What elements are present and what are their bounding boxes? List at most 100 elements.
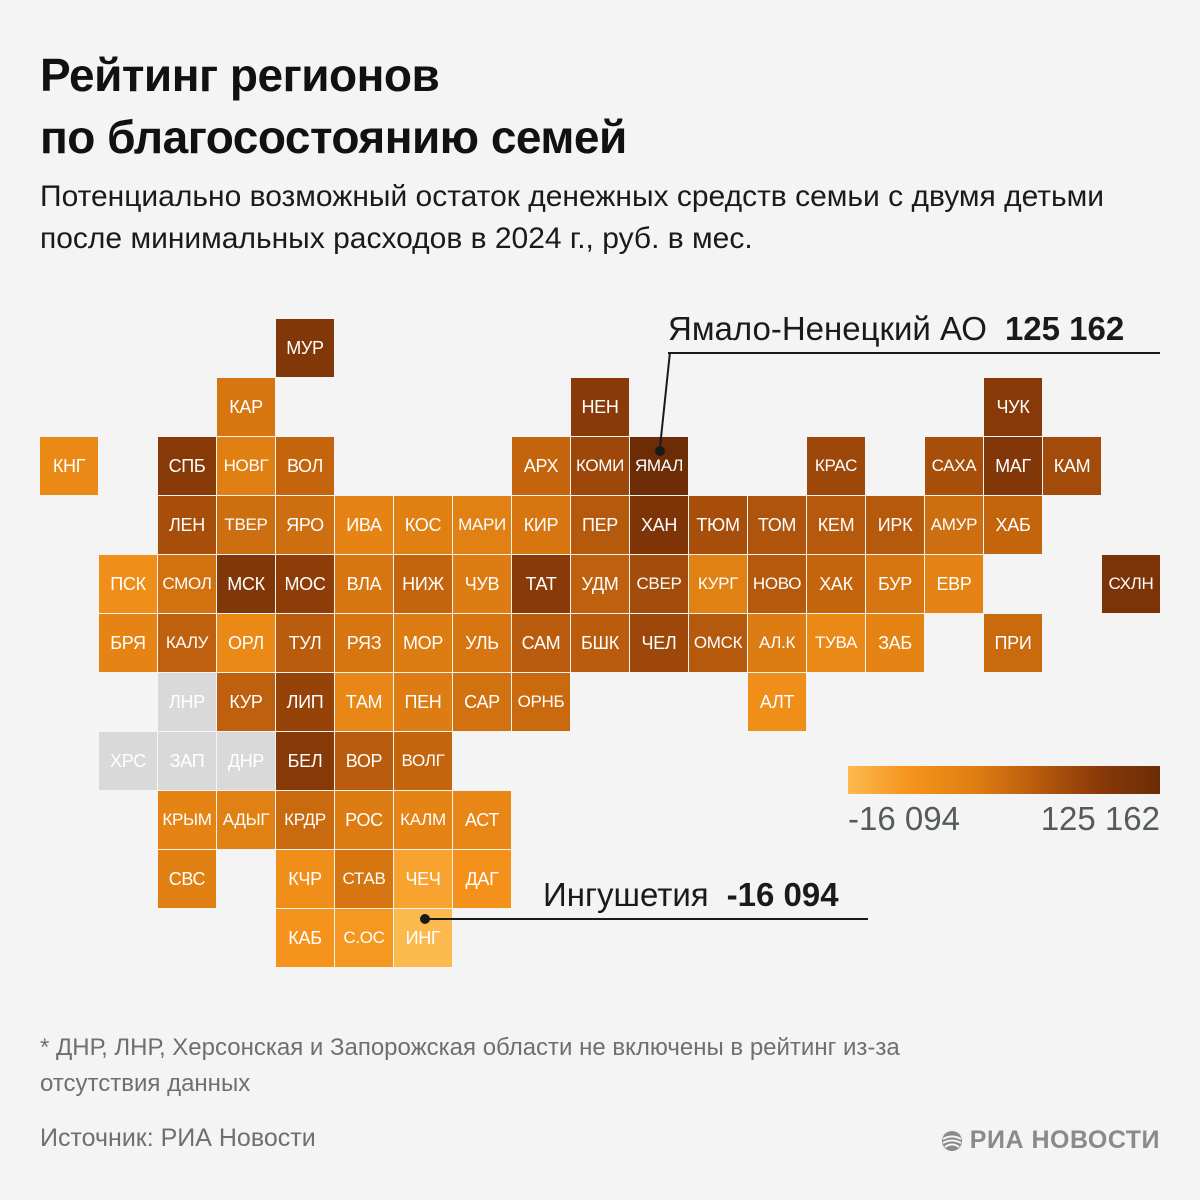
region-tile-арх: АРХ	[512, 437, 570, 495]
legend-min-label: -16 094	[848, 800, 960, 837]
min-callout-dot	[420, 914, 430, 924]
region-tile-кос: КОС	[394, 496, 452, 554]
max-callout-underline	[668, 352, 1160, 354]
max-callout: Ямало-Ненецкий АО 125 162	[668, 310, 1124, 348]
region-tile-сам: САМ	[512, 614, 570, 672]
region-tile-крдр: КРДР	[276, 791, 334, 849]
region-tile-нен: НЕН	[571, 378, 629, 436]
region-tile-пен: ПЕН	[394, 673, 452, 731]
region-tile-тат: ТАТ	[512, 555, 570, 613]
region-tile-при: ПРИ	[984, 614, 1042, 672]
region-tile-кнг: КНГ	[40, 437, 98, 495]
region-tile-алт: АЛТ	[748, 673, 806, 731]
subtitle: Потенциально возможный остаток денежных …	[40, 180, 1105, 255]
min-callout: Ингушетия -16 094	[543, 876, 839, 914]
region-tile-яро: ЯРО	[276, 496, 334, 554]
region-tile-кам: КАМ	[1043, 437, 1101, 495]
region-tile-с.ос: С.ОС	[335, 909, 393, 967]
region-tile-лип: ЛИП	[276, 673, 334, 731]
title-line-1: Рейтинг регионов	[40, 49, 440, 101]
region-tile-пер: ПЕР	[571, 496, 629, 554]
region-tile-тува: ТУВА	[807, 614, 865, 672]
region-tile-даг: ДАГ	[453, 850, 511, 908]
region-tile-ниж: НИЖ	[394, 555, 452, 613]
region-tile-каб: КАБ	[276, 909, 334, 967]
region-tile-чел: ЧЕЛ	[630, 614, 688, 672]
region-tile-амур: АМУР	[925, 496, 983, 554]
max-callout-dot	[655, 446, 665, 456]
region-tile-мур: МУР	[276, 319, 334, 377]
region-tile-орнб: ОРНБ	[512, 673, 570, 731]
min-callout-underline	[428, 918, 868, 920]
region-tile-кир: КИР	[512, 496, 570, 554]
region-tile-мор: МОР	[394, 614, 452, 672]
source-text: Источник: РИА Новости	[40, 1124, 316, 1152]
region-tile-саха: САХА	[925, 437, 983, 495]
region-tile-хак: ХАК	[807, 555, 865, 613]
legend-max-label: 125 162	[1040, 800, 1160, 837]
region-tile-рос: РОС	[335, 791, 393, 849]
region-tile-ирк: ИРК	[866, 496, 924, 554]
region-tile-смол: СМОЛ	[158, 555, 216, 613]
region-tile-новг: НОВГ	[217, 437, 275, 495]
region-tile-том: ТОМ	[748, 496, 806, 554]
region-tile-лнр: ЛНР	[158, 673, 216, 731]
region-tile-крас: КРАС	[807, 437, 865, 495]
region-tile-адыг: АДЫГ	[217, 791, 275, 849]
footnote: * ДНР, ЛНР, Херсонская и Запорожская обл…	[40, 1034, 900, 1097]
brand-name: РИА НОВОСТИ	[969, 1126, 1160, 1154]
region-tile-свс: СВС	[158, 850, 216, 908]
region-tile-бшк: БШК	[571, 614, 629, 672]
region-tile-омск: ОМСК	[689, 614, 747, 672]
region-tile-маг: МАГ	[984, 437, 1042, 495]
color-scale-bar	[848, 766, 1160, 794]
region-tile-кар: КАР	[217, 378, 275, 436]
region-tile-уль: УЛЬ	[453, 614, 511, 672]
region-tile-калм: КАЛМ	[394, 791, 452, 849]
region-tile-мари: МАРИ	[453, 496, 511, 554]
region-tile-орл: ОРЛ	[217, 614, 275, 672]
min-callout-value: -16 094	[726, 876, 839, 913]
region-tile-днр: ДНР	[217, 732, 275, 790]
max-callout-value: 125 162	[1004, 310, 1125, 347]
region-tile-ива: ИВА	[335, 496, 393, 554]
region-tile-вол: ВОЛ	[276, 437, 334, 495]
region-tile-коми: КОМИ	[571, 437, 629, 495]
page-title: Рейтинг регионов по благосостоянию семей	[40, 44, 627, 168]
region-tile-евр: ЕВР	[925, 555, 983, 613]
region-tile-спб: СПБ	[158, 437, 216, 495]
region-tile-там: ТАМ	[335, 673, 393, 731]
region-tile-хан: ХАН	[630, 496, 688, 554]
region-tile-мск: МСК	[217, 555, 275, 613]
region-tile-волг: ВОЛГ	[394, 732, 452, 790]
region-tile-чук: ЧУК	[984, 378, 1042, 436]
min-callout-name: Ингушетия	[543, 876, 709, 913]
region-tile-зап: ЗАП	[158, 732, 216, 790]
region-tile-свер: СВЕР	[630, 555, 688, 613]
region-tile-бел: БЕЛ	[276, 732, 334, 790]
region-tile-ряз: РЯЗ	[335, 614, 393, 672]
region-tile-ново: НОВО	[748, 555, 806, 613]
region-tile-лен: ЛЕН	[158, 496, 216, 554]
title-line-2: по благосостоянию семей	[40, 111, 627, 163]
region-tile-кург: КУРГ	[689, 555, 747, 613]
region-tile-вла: ВЛА	[335, 555, 393, 613]
region-tile-калу: КАЛУ	[158, 614, 216, 672]
region-tile-ал.к: АЛ.К	[748, 614, 806, 672]
region-tile-бря: БРЯ	[99, 614, 157, 672]
region-tile-хаб: ХАБ	[984, 496, 1042, 554]
region-tile-удм: УДМ	[571, 555, 629, 613]
region-tile-чув: ЧУВ	[453, 555, 511, 613]
region-tile-заб: ЗАБ	[866, 614, 924, 672]
region-tile-крым: КРЫМ	[158, 791, 216, 849]
region-tile-пск: ПСК	[99, 555, 157, 613]
region-tile-мос: МОС	[276, 555, 334, 613]
region-tile-тул: ТУЛ	[276, 614, 334, 672]
region-tile-вор: ВОР	[335, 732, 393, 790]
region-tile-схлн: СХЛН	[1102, 555, 1160, 613]
max-callout-name: Ямало-Ненецкий АО	[668, 310, 987, 347]
region-tile-кур: КУР	[217, 673, 275, 731]
region-tile-став: СТАВ	[335, 850, 393, 908]
region-tile-аст: АСТ	[453, 791, 511, 849]
